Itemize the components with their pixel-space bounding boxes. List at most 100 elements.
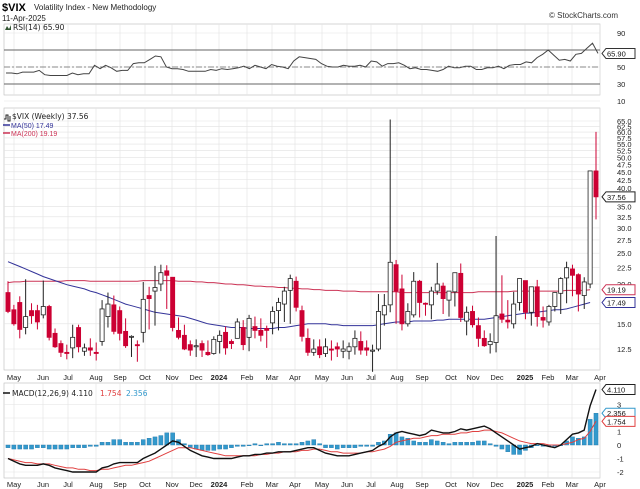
- candle-body: [81, 347, 87, 352]
- candle: [487, 333, 493, 354]
- candle-body: [546, 306, 552, 323]
- value-tag-label: 17.49: [607, 299, 626, 308]
- candle-body: [105, 303, 111, 318]
- candle: [558, 277, 564, 314]
- macd-histogram-bar: [123, 442, 128, 446]
- candle-body: [581, 281, 587, 296]
- macd-histogram-bar: [440, 442, 446, 446]
- month-label: Nov: [165, 480, 179, 489]
- candle-body: [276, 302, 281, 312]
- macd-histogram-bar: [423, 442, 428, 446]
- macd-histogram-bar: [35, 444, 40, 448]
- y-tick-label: 0: [617, 441, 621, 450]
- month-label: Mar: [266, 480, 279, 489]
- candle-body: [481, 337, 487, 347]
- macd-histogram-bar: [41, 444, 46, 448]
- candle: [123, 318, 129, 348]
- candle: [164, 265, 170, 309]
- candle: [340, 340, 346, 359]
- candle: [511, 291, 517, 329]
- y-tick-label: 22.5: [617, 264, 632, 273]
- candle-body: [552, 292, 558, 307]
- macd-signal-value: 1.754: [100, 389, 122, 398]
- candle: [393, 259, 399, 324]
- candle: [575, 273, 581, 312]
- month-label: Oct: [139, 373, 152, 382]
- candle-body: [587, 170, 593, 285]
- candle: [252, 316, 258, 339]
- month-label: Feb: [241, 373, 254, 382]
- candle: [5, 281, 11, 314]
- candle: [546, 304, 552, 326]
- candle-body: [499, 313, 505, 320]
- candle-body: [487, 341, 493, 346]
- macd-histogram-bar: [493, 444, 499, 447]
- macd-histogram-bar: [235, 444, 240, 447]
- candle: [264, 325, 270, 348]
- candle: [11, 304, 17, 326]
- candle-body: [70, 336, 76, 349]
- candle-body: [399, 288, 405, 325]
- candle-body: [58, 343, 64, 353]
- macd-histogram-bar: [240, 444, 246, 447]
- candle-body: [493, 315, 499, 343]
- candle: [223, 326, 229, 355]
- macd-histogram-bar: [99, 442, 105, 446]
- month-label: Dec: [189, 373, 203, 382]
- candle-body: [570, 268, 575, 276]
- candle: [423, 302, 428, 316]
- price-legend-label: $VIX (Weekly) 37.56: [12, 112, 89, 121]
- y-tick-label: 50: [617, 63, 625, 72]
- candle-body: [475, 325, 481, 339]
- month-label: May: [315, 373, 329, 382]
- panel-frame: [3, 23, 601, 96]
- candle-body: [340, 348, 346, 352]
- rsi-panel: 907050301065.90: [3, 23, 636, 106]
- macd-histogram-bar: [487, 443, 493, 446]
- macd-histogram-bar: [105, 442, 111, 446]
- candle: [70, 324, 76, 359]
- candle: [452, 272, 458, 307]
- candle-body: [29, 310, 34, 317]
- macd-histogram-bar: [335, 444, 340, 450]
- candle: [481, 330, 487, 347]
- candle-body: [46, 306, 52, 338]
- month-label: Nov: [466, 480, 480, 489]
- macd-histogram-bar: [46, 444, 52, 450]
- rsi-legend: RSI(14) 65.90: [5, 23, 65, 32]
- candle: [211, 336, 217, 355]
- candle-body: [176, 329, 181, 338]
- month-label: Dec: [490, 480, 504, 489]
- candle: [505, 300, 511, 329]
- candle: [23, 279, 29, 335]
- candle: [76, 324, 82, 353]
- candle: [358, 331, 364, 355]
- y-tick-label: 27.5: [617, 236, 632, 245]
- macd-histogram-bar: [317, 443, 322, 446]
- candle: [181, 324, 187, 351]
- candle: [552, 292, 558, 312]
- value-tag: [601, 47, 636, 59]
- symbol-title: $VIX: [2, 2, 27, 14]
- macd-histogram-bar: [17, 444, 23, 450]
- candle: [93, 342, 99, 361]
- macd-histogram-bar: [370, 444, 375, 447]
- candle-body: [558, 278, 564, 294]
- month-label: Sep: [415, 373, 428, 382]
- candle-body: [205, 351, 211, 356]
- candle-body: [217, 334, 223, 342]
- macd-histogram-bar: [152, 436, 158, 446]
- macd-histogram-bar: [287, 443, 293, 446]
- ma50-line: [7, 261, 591, 329]
- ma200-legend-label: MA(200) 19.19: [11, 131, 57, 138]
- month-label: Apr: [289, 373, 301, 382]
- candle: [134, 340, 140, 362]
- month-label: Apr: [594, 373, 606, 382]
- candle: [111, 295, 117, 335]
- macd-histogram-bar: [482, 440, 487, 446]
- candle-body: [511, 303, 517, 325]
- value-tag: [601, 384, 636, 396]
- macd-histogram-bar: [111, 439, 117, 446]
- candle-body: [117, 310, 123, 334]
- candle: [475, 317, 481, 347]
